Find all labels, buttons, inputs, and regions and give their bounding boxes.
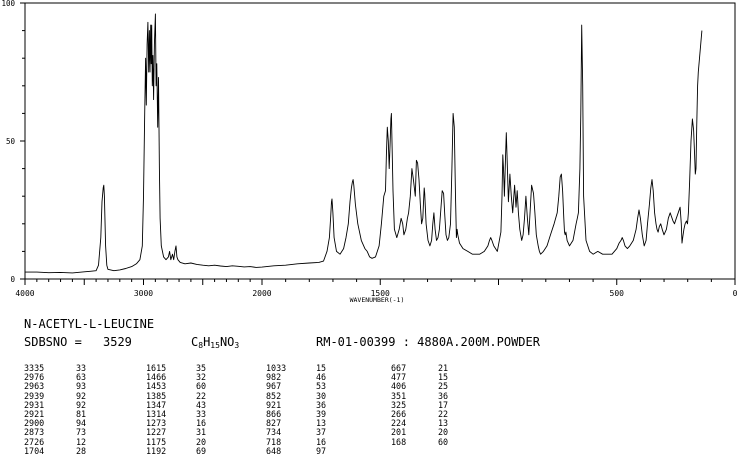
peak-intensity: 31 [196,427,207,438]
peak-intensity: 22 [196,390,207,401]
peak-intensity: 16 [196,418,207,429]
x-tick-label: 500 [610,289,625,298]
x-axis-label: WAVENUMBER(-1) [350,296,405,304]
peak-wavenumber: 2921 [24,409,45,419]
peak-wavenumber: 982 [266,372,282,383]
peak-intensity: 92 [76,390,87,401]
x-tick-label: 3000 [134,289,153,298]
axis-ticks [20,2,736,285]
peak-intensity: 13 [316,418,327,429]
peak-wavenumber: 3335 [24,363,45,373]
peak-intensity: 13 [438,418,449,429]
sdbs-label: SDBSNO = [24,335,90,349]
peak-intensity: 20 [438,427,449,438]
peak-wavenumber: 2963 [24,381,45,392]
peak-intensity: 20 [196,436,207,447]
peak-wavenumber: 921 [266,399,282,410]
peak-intensity: 30 [316,390,327,401]
x-tick-label: 1500 [371,289,390,298]
peak-wavenumber: 1175 [146,436,167,447]
peak-wavenumber: 827 [266,418,282,429]
peak-intensity: 81 [76,409,87,419]
peak-intensity: 36 [316,399,327,410]
peak-wavenumber: 2873 [24,427,45,438]
peak-intensity: 46 [316,372,327,383]
peak-wavenumber: 2726 [24,436,45,447]
peak-wavenumber: 866 [266,409,282,419]
peak-intensity: 73 [76,427,87,438]
peak-intensity: 60 [196,381,207,392]
peak-intensity: 17 [438,399,449,410]
measurement-info: RM-01-00399 : 4880A.200M.POWDER [316,335,540,349]
y-tick-label: 0 [10,275,15,284]
peak-wavenumber: 325 [391,399,407,410]
peak-wavenumber: 2931 [24,399,45,410]
peak-intensity: 35 [196,363,207,373]
peak-wavenumber: 1314 [146,409,167,419]
peak-wavenumber: 2976 [24,372,45,383]
peak-wavenumber: 734 [266,427,282,438]
peak-wavenumber: 406 [391,381,407,392]
peak-intensity: 36 [438,390,449,401]
peak-intensity: 94 [76,418,87,429]
peak-wavenumber: 1227 [146,427,167,438]
peak-intensity: 39 [316,409,327,419]
peak-intensity: 16 [316,436,327,447]
molecular-formula: C8H15NO3 [191,335,240,350]
peak-wavenumber: 967 [266,381,282,392]
peak-intensity: 37 [316,427,327,438]
peak-intensity: 93 [76,381,87,392]
peak-intensity: 21 [438,363,449,373]
peak-wavenumber: 2900 [24,418,45,429]
peak-intensity: 69 [196,445,207,456]
peak-wavenumber: 648 [266,445,282,456]
peak-intensity: 15 [316,363,327,373]
peak-intensity: 12 [76,436,87,447]
peak-intensity: 92 [76,399,87,410]
peak-wavenumber: 1347 [146,399,167,410]
peak-wavenumber: 852 [266,390,282,401]
peak-wavenumber: 1615 [146,363,167,373]
peak-intensity: 97 [316,445,327,456]
peak-wavenumber: 2939 [24,390,45,401]
peak-wavenumber: 477 [391,372,407,383]
peak-wavenumber: 1033 [266,363,287,373]
peak-intensity: 53 [316,381,327,392]
peak-wavenumber: 201 [391,427,407,438]
peak-wavenumber: 1466 [146,372,167,383]
x-tick-label: 2000 [252,289,271,298]
peak-intensity: 28 [76,445,87,456]
peak-wavenumber: 1453 [146,381,167,392]
peak-wavenumber: 266 [391,409,407,419]
peak-intensity: 33 [76,363,87,373]
peak-intensity: 22 [438,409,449,419]
peak-wavenumber: 224 [391,418,407,429]
y-tick-label: 50 [6,137,16,146]
peak-intensity: 15 [438,372,449,383]
peak-wavenumber: 667 [391,363,407,373]
x-tick-label: 4000 [15,289,34,298]
peak-wavenumber: 718 [266,436,282,447]
peak-wavenumber: 1273 [146,418,167,429]
peak-intensity: 63 [76,372,87,383]
peak-intensity: 33 [196,409,207,419]
x-tick-label: 0 [733,289,738,298]
peak-intensity: 60 [438,436,449,447]
compound-name: N-ACETYL-L-LEUCINE [24,317,155,331]
sdbs-number: 3529 [103,335,132,349]
peak-intensity: 25 [438,381,449,392]
peak-wavenumber: 1192 [146,445,167,456]
peak-wavenumber: 351 [391,390,407,401]
peak-intensity: 43 [196,399,207,410]
y-tick-label: 100 [1,0,15,8]
peak-wavenumber: 168 [391,436,407,447]
peak-intensity: 32 [196,372,207,383]
peak-wavenumber: 1385 [146,390,167,401]
spectrum-line [25,13,703,274]
peak-wavenumber: 1704 [24,445,45,456]
